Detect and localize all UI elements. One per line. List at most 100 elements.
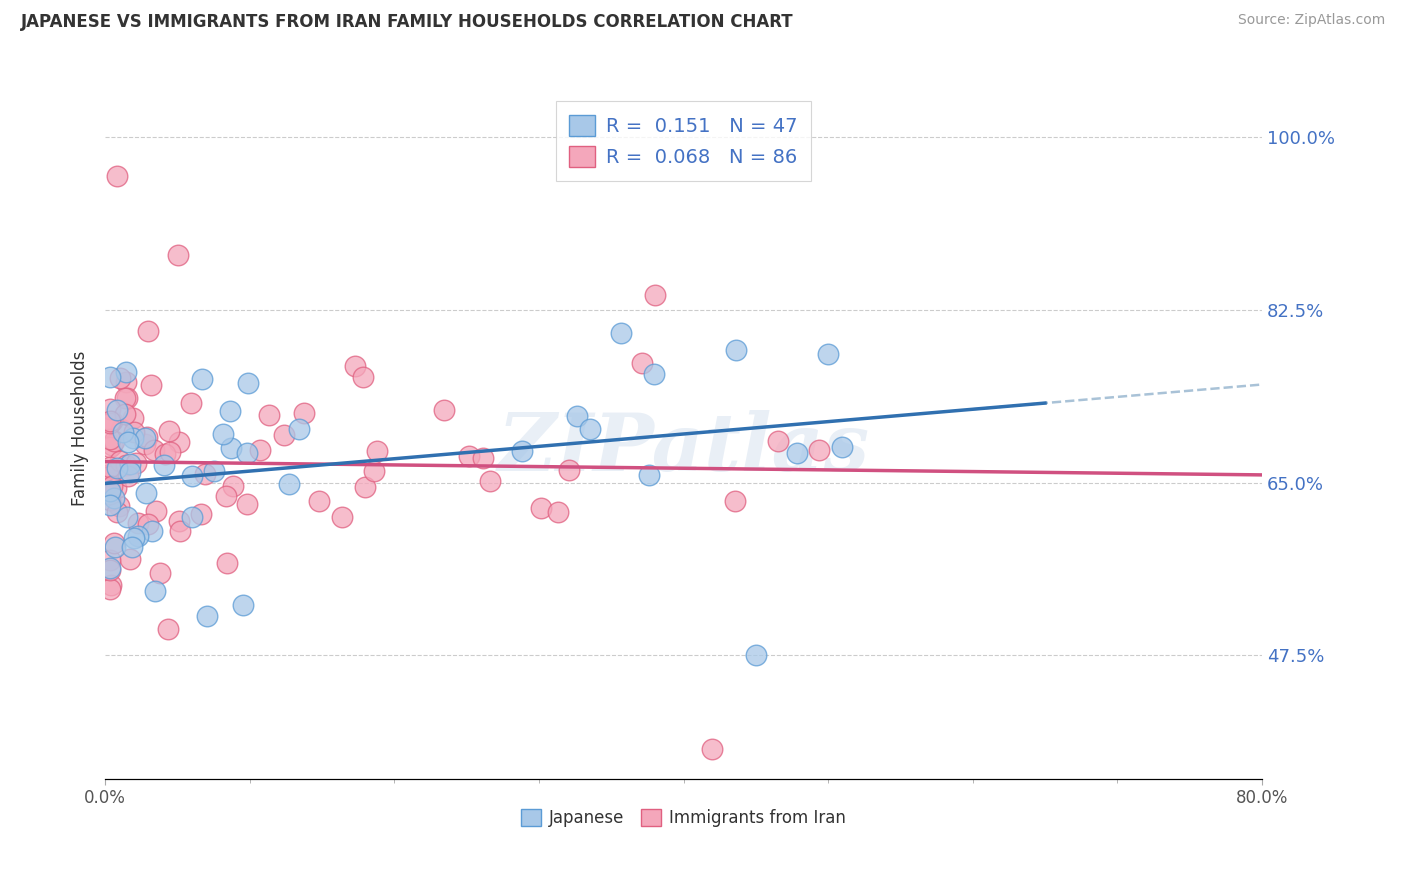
- Point: [217, 556, 239, 570]
- Point: [120, 465, 142, 479]
- Point: [98, 481, 121, 495]
- Point: [98, 370, 121, 384]
- Point: [105, 460, 128, 475]
- Point: [127, 529, 149, 543]
- Point: [98, 414, 121, 428]
- Point: [103, 491, 125, 506]
- Point: [98, 440, 121, 454]
- Point: [103, 434, 125, 448]
- Point: [724, 493, 747, 508]
- Point: [180, 396, 202, 410]
- Point: [257, 409, 280, 423]
- Point: [101, 479, 124, 493]
- Point: [121, 541, 143, 555]
- Point: [190, 507, 212, 521]
- Point: [167, 435, 190, 450]
- Point: [273, 428, 295, 442]
- Point: [745, 648, 768, 663]
- Point: [558, 463, 581, 477]
- Point: [110, 454, 132, 468]
- Point: [136, 516, 159, 531]
- Point: [117, 392, 139, 406]
- Point: [114, 407, 136, 421]
- Point: [122, 531, 145, 545]
- Point: [98, 467, 121, 481]
- Point: [249, 442, 271, 457]
- Point: [159, 444, 181, 458]
- Point: [136, 324, 159, 338]
- Y-axis label: Family Households: Family Households: [72, 351, 89, 506]
- Point: [277, 476, 299, 491]
- Point: [145, 584, 167, 599]
- Point: [167, 514, 190, 528]
- Text: ZIPatlas: ZIPatlas: [498, 410, 870, 488]
- Point: [142, 442, 165, 457]
- Point: [134, 431, 156, 445]
- Point: [98, 552, 121, 566]
- Point: [457, 450, 479, 464]
- Point: [725, 343, 748, 357]
- Point: [817, 347, 839, 361]
- Point: [180, 510, 202, 524]
- Point: [98, 562, 121, 576]
- Point: [104, 482, 127, 496]
- Point: [110, 422, 132, 436]
- Point: [114, 375, 136, 389]
- Point: [202, 465, 225, 479]
- Point: [149, 566, 172, 580]
- Point: [352, 370, 374, 384]
- Point: [98, 432, 121, 446]
- Point: [115, 510, 138, 524]
- Point: [510, 444, 533, 458]
- Point: [530, 500, 553, 515]
- Point: [472, 450, 495, 465]
- Point: [98, 475, 121, 489]
- Point: [169, 524, 191, 539]
- Point: [117, 468, 139, 483]
- Point: [579, 421, 602, 435]
- Point: [153, 458, 176, 473]
- Point: [215, 489, 238, 503]
- Point: [108, 499, 131, 513]
- Point: [354, 480, 377, 494]
- Point: [643, 367, 665, 381]
- Point: [609, 326, 631, 340]
- Point: [567, 409, 589, 423]
- Point: [766, 434, 789, 448]
- Point: [118, 551, 141, 566]
- Point: [194, 467, 217, 481]
- Point: [155, 447, 177, 461]
- Point: [786, 446, 808, 460]
- Point: [191, 372, 214, 386]
- Point: [219, 404, 242, 418]
- Point: [212, 427, 235, 442]
- Point: [117, 434, 139, 449]
- Text: JAPANESE VS IMMIGRANTS FROM IRAN FAMILY HOUSEHOLDS CORRELATION CHART: JAPANESE VS IMMIGRANTS FROM IRAN FAMILY …: [21, 13, 794, 31]
- Point: [631, 356, 654, 370]
- Legend: Japanese, Immigrants from Iran: Japanese, Immigrants from Iran: [515, 802, 853, 834]
- Point: [101, 414, 124, 428]
- Point: [98, 484, 121, 499]
- Point: [108, 371, 131, 385]
- Point: [156, 622, 179, 636]
- Point: [98, 582, 121, 597]
- Point: [195, 609, 218, 624]
- Point: [235, 497, 257, 511]
- Point: [134, 437, 156, 451]
- Point: [115, 365, 138, 379]
- Point: [100, 578, 122, 592]
- Point: [181, 469, 204, 483]
- Point: [831, 440, 853, 454]
- Point: [547, 505, 569, 519]
- Point: [139, 378, 162, 392]
- Point: [344, 359, 367, 373]
- Point: [98, 487, 121, 501]
- Point: [98, 416, 121, 430]
- Point: [127, 516, 149, 531]
- Point: [330, 510, 353, 524]
- Point: [105, 169, 128, 184]
- Point: [235, 445, 257, 459]
- Point: [166, 248, 188, 262]
- Point: [104, 541, 127, 555]
- Point: [433, 402, 456, 417]
